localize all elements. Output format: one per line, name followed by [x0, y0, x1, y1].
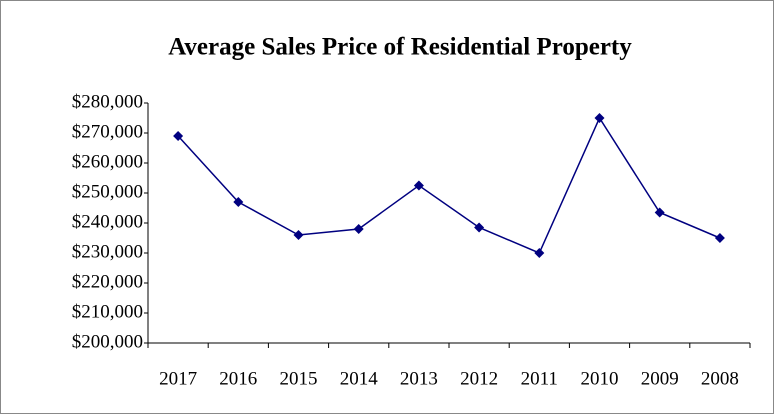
x-tick-label: 2012 — [460, 368, 498, 389]
data-point — [293, 230, 304, 240]
y-tick-label: $250,000 — [72, 181, 143, 202]
data-point — [654, 207, 665, 218]
x-tick-label: 2008 — [701, 368, 739, 389]
data-point — [474, 222, 485, 233]
chart-title: Average Sales Price of Residential Prope… — [168, 34, 632, 61]
x-tick-label: 2010 — [581, 368, 619, 389]
y-tick-label: $260,000 — [72, 151, 143, 172]
x-tick-label: 2015 — [280, 368, 318, 389]
x-tick-label: 2011 — [521, 368, 558, 389]
data-point — [353, 224, 364, 234]
y-tick-label: $220,000 — [72, 271, 143, 292]
series-line — [177, 116, 721, 254]
y-tick-label: $210,000 — [72, 301, 143, 322]
y-tick-label: $230,000 — [72, 241, 143, 262]
data-point — [714, 233, 725, 243]
y-tick-label: $280,000 — [72, 91, 143, 112]
data-point — [594, 113, 605, 123]
data-point — [534, 248, 545, 258]
x-tick-label: 2014 — [340, 368, 379, 389]
data-point — [413, 180, 424, 191]
x-tick-label: 2016 — [219, 368, 257, 389]
x-tick-label: 2009 — [641, 368, 679, 389]
y-tick-label: $200,000 — [72, 331, 143, 352]
data-point — [173, 131, 184, 141]
x-tick-label: 2013 — [400, 368, 438, 389]
y-tick-label: $270,000 — [72, 121, 143, 142]
y-tick-label: $240,000 — [72, 211, 143, 232]
x-tick-label: 2017 — [159, 368, 197, 389]
data-point — [233, 197, 244, 207]
